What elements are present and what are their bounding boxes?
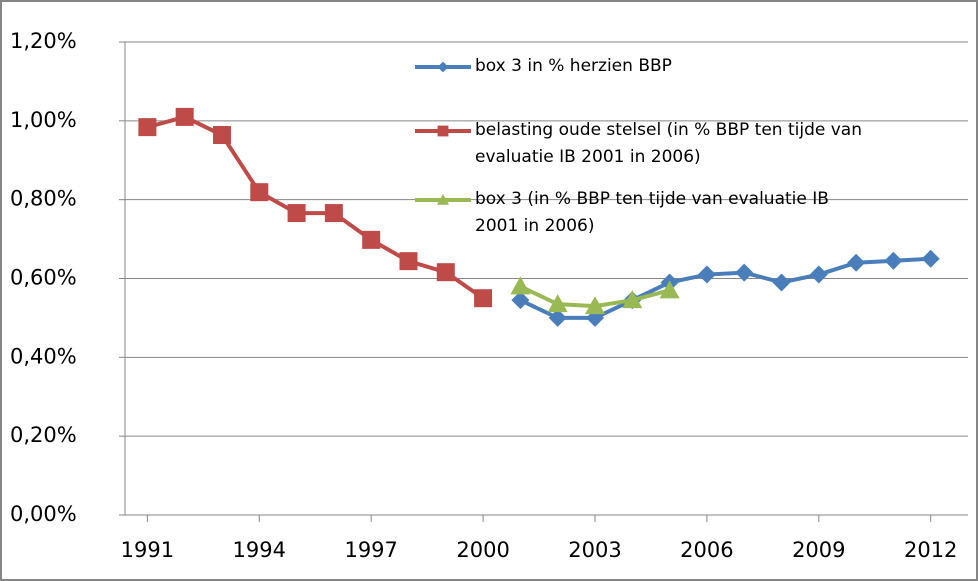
marker [921, 249, 940, 268]
marker [809, 265, 828, 284]
marker [735, 263, 754, 282]
legend-swatch [415, 125, 471, 137]
marker [324, 204, 343, 223]
marker [399, 252, 418, 271]
marker [287, 204, 306, 223]
marker [250, 183, 269, 202]
marker [212, 126, 231, 145]
x-tick-label: 2009 [792, 538, 845, 562]
legend-entry: belasting oude stelsel (in % BBP ten tij… [415, 117, 875, 171]
x-tick-label: 2003 [568, 538, 621, 562]
y-tick-label: 1,00% [10, 108, 77, 132]
marker [362, 230, 381, 249]
y-tick-label: 0,00% [10, 502, 77, 526]
legend-entry: box 3 in % herzien BBP [415, 53, 875, 80]
legend-entry: box 3 (in % BBP ten tijde van evaluatie … [415, 186, 875, 240]
legend-swatch [415, 61, 471, 73]
y-tick-label: 0,80% [10, 187, 77, 211]
legend-marker [437, 125, 449, 137]
x-tick-label: 1991 [121, 538, 174, 562]
marker [697, 265, 716, 284]
marker [584, 296, 605, 315]
x-tick-label: 1997 [344, 538, 397, 562]
legend-marker [437, 61, 449, 73]
marker [772, 273, 791, 292]
marker [884, 251, 903, 270]
legend-label: belasting oude stelsel (in % BBP ten tij… [475, 120, 862, 167]
marker [847, 253, 866, 272]
marker [474, 289, 493, 308]
marker [548, 308, 567, 327]
x-tick-label: 2006 [680, 538, 733, 562]
marker [547, 294, 568, 313]
y-tick-label: 1,20% [10, 29, 77, 53]
legend-label: box 3 (in % BBP ten tijde van evaluatie … [475, 189, 829, 236]
x-tick-label: 2012 [904, 538, 957, 562]
marker [659, 280, 680, 299]
marker [622, 290, 643, 309]
series-line [146, 114, 485, 300]
legend-swatch [415, 194, 471, 205]
series-line [519, 256, 931, 320]
y-tick-label: 0,60% [10, 266, 77, 290]
x-tick-label: 1994 [233, 538, 286, 562]
marker [511, 291, 530, 310]
marker [436, 263, 455, 282]
marker [175, 107, 194, 126]
marker [510, 276, 531, 295]
legend-label: box 3 in % herzien BBP [475, 56, 672, 76]
x-tick-label: 2000 [456, 538, 509, 562]
marker [138, 118, 157, 137]
y-tick-label: 0,40% [10, 344, 77, 368]
legend-marker [437, 194, 449, 205]
y-tick-label: 0,20% [10, 423, 77, 447]
